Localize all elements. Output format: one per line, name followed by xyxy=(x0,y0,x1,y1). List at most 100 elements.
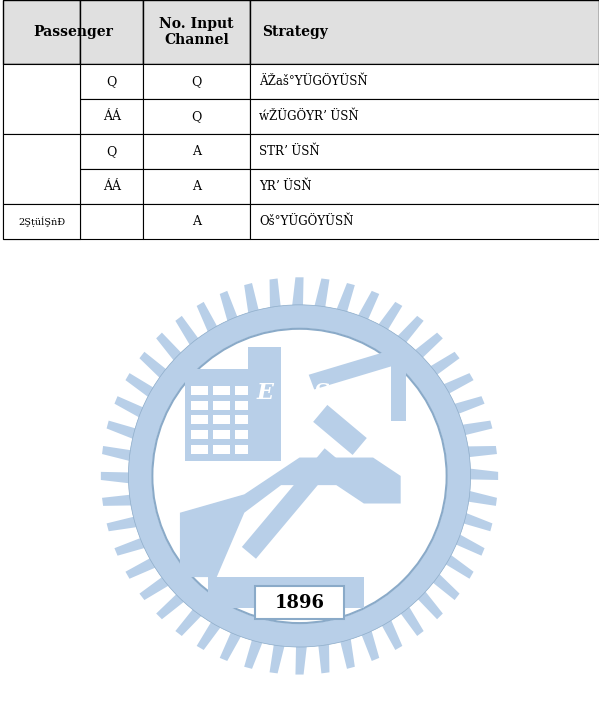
Bar xyxy=(143,99,250,134)
Text: ẃŽÜGÖYRʼ ÜSŇ: ẃŽÜGÖYRʼ ÜSŇ xyxy=(259,111,359,123)
Polygon shape xyxy=(431,352,459,378)
Text: ÄŽaš°YÜGÖYÜSŇ: ÄŽaš°YÜGÖYÜSŇ xyxy=(259,76,368,88)
Text: 1896: 1896 xyxy=(274,594,325,612)
Bar xyxy=(3,134,80,204)
Text: A: A xyxy=(192,180,201,193)
Polygon shape xyxy=(180,458,401,577)
Polygon shape xyxy=(101,468,129,483)
Bar xyxy=(235,415,252,424)
Bar xyxy=(213,415,229,424)
Bar xyxy=(213,445,229,454)
Text: Q: Q xyxy=(107,76,117,88)
Text: Passenger: Passenger xyxy=(33,25,113,39)
Polygon shape xyxy=(125,555,155,579)
Bar xyxy=(213,430,229,439)
Polygon shape xyxy=(140,352,168,378)
Polygon shape xyxy=(379,620,403,650)
Bar xyxy=(143,204,250,239)
Text: ÁÁ: ÁÁ xyxy=(103,111,121,123)
Polygon shape xyxy=(313,405,367,455)
Polygon shape xyxy=(102,491,131,506)
Bar xyxy=(235,401,252,410)
Polygon shape xyxy=(207,577,364,608)
Text: A: A xyxy=(192,145,201,158)
Text: Oš°YÜGÖYÜSŇ: Oš°YÜGÖYÜSŇ xyxy=(259,215,353,228)
Polygon shape xyxy=(156,592,184,620)
Polygon shape xyxy=(468,491,497,506)
Polygon shape xyxy=(337,639,355,669)
Text: No. Input
Channel: No. Input Channel xyxy=(159,17,234,47)
Polygon shape xyxy=(196,302,220,332)
Polygon shape xyxy=(415,592,443,620)
Bar xyxy=(250,134,599,169)
Polygon shape xyxy=(314,645,329,673)
Polygon shape xyxy=(358,291,379,321)
Circle shape xyxy=(152,329,447,623)
Polygon shape xyxy=(140,574,168,600)
Polygon shape xyxy=(176,316,201,345)
Bar xyxy=(143,169,250,204)
Bar xyxy=(248,347,281,461)
Bar xyxy=(250,169,599,204)
Text: Q: Q xyxy=(192,111,202,123)
Polygon shape xyxy=(156,332,184,360)
Bar xyxy=(3,0,80,64)
Polygon shape xyxy=(102,446,131,461)
Bar xyxy=(186,369,259,461)
Text: S: S xyxy=(313,382,329,404)
Polygon shape xyxy=(398,316,423,345)
Text: YRʼ ÜSŇ: YRʼ ÜSŇ xyxy=(259,180,311,193)
Bar xyxy=(191,445,207,454)
Polygon shape xyxy=(455,396,485,417)
Polygon shape xyxy=(107,421,137,438)
Bar xyxy=(80,134,143,169)
Text: STRʼ ÜSŇ: STRʼ ÜSŇ xyxy=(259,145,320,158)
Polygon shape xyxy=(242,448,338,559)
Text: 2ŞṭüĺŞṅÐ: 2ŞṭüĺŞṅÐ xyxy=(18,216,65,227)
Polygon shape xyxy=(470,468,498,483)
Polygon shape xyxy=(379,302,403,332)
Bar xyxy=(191,401,207,410)
Polygon shape xyxy=(337,283,355,313)
Bar xyxy=(3,204,80,239)
Bar xyxy=(250,99,599,134)
Bar xyxy=(80,64,143,99)
Text: Strategy: Strategy xyxy=(262,25,328,39)
Bar xyxy=(3,204,80,239)
Polygon shape xyxy=(196,620,220,650)
Text: ÁÁ: ÁÁ xyxy=(103,180,121,193)
Bar xyxy=(80,169,143,204)
Polygon shape xyxy=(358,631,379,661)
Bar xyxy=(213,386,229,395)
Polygon shape xyxy=(244,283,262,313)
Bar xyxy=(3,64,80,99)
Polygon shape xyxy=(114,396,144,417)
Bar xyxy=(235,386,252,395)
Polygon shape xyxy=(462,421,492,438)
Polygon shape xyxy=(176,607,201,636)
Bar xyxy=(235,445,252,454)
Polygon shape xyxy=(444,373,474,396)
Bar xyxy=(80,204,143,239)
Polygon shape xyxy=(444,555,474,579)
Bar xyxy=(250,204,599,239)
Bar xyxy=(143,0,250,64)
Polygon shape xyxy=(468,446,497,461)
Bar xyxy=(250,64,599,99)
Polygon shape xyxy=(431,574,459,600)
Text: Q: Q xyxy=(107,145,117,158)
Bar xyxy=(250,0,599,64)
Bar xyxy=(213,401,229,410)
Polygon shape xyxy=(415,332,443,360)
Bar xyxy=(235,430,252,439)
Polygon shape xyxy=(220,631,241,661)
Bar xyxy=(143,134,250,169)
Bar xyxy=(255,586,344,620)
Bar xyxy=(191,386,207,395)
Polygon shape xyxy=(107,513,137,531)
Polygon shape xyxy=(244,639,262,669)
Polygon shape xyxy=(114,535,144,555)
Bar xyxy=(191,415,207,424)
Polygon shape xyxy=(455,535,485,555)
Bar xyxy=(3,99,80,134)
